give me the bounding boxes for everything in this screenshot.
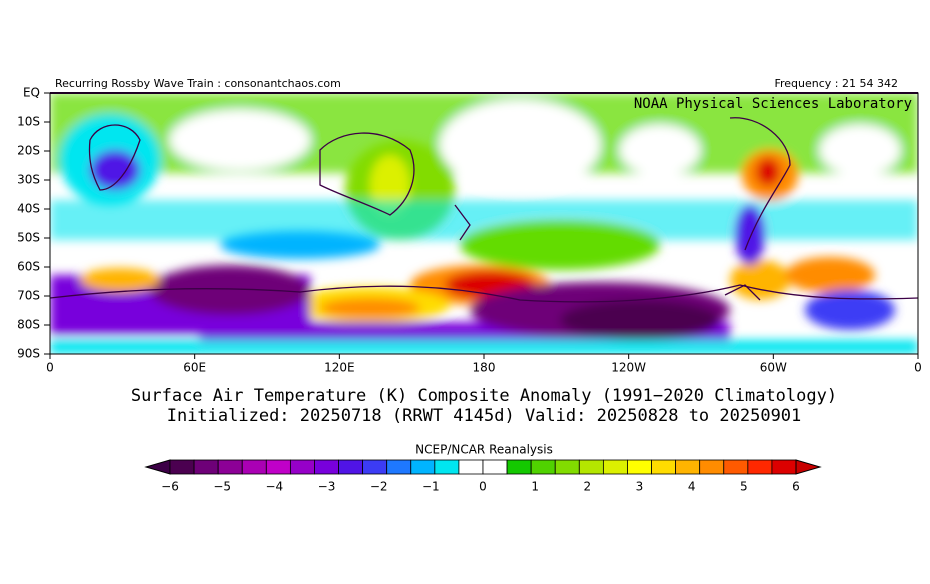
colorbar-label: 6 bbox=[792, 480, 800, 494]
lon-label: 180 bbox=[473, 361, 496, 375]
colorbar-label: −3 bbox=[318, 480, 336, 494]
colorbar-box bbox=[338, 459, 364, 475]
lat-label: 80S bbox=[17, 318, 40, 332]
lat-label: 30S bbox=[17, 173, 40, 187]
lat-label: 10S bbox=[17, 115, 40, 129]
colorbar-label: −4 bbox=[265, 480, 283, 494]
colorbar-box bbox=[193, 459, 219, 475]
colorbar-box bbox=[169, 459, 195, 475]
colorbar-box bbox=[675, 459, 701, 475]
colorbar-box bbox=[723, 459, 749, 475]
colorbar-box bbox=[410, 459, 436, 475]
lon-label: 120E bbox=[324, 361, 355, 375]
colorbar-box bbox=[578, 459, 604, 475]
colorbar-box bbox=[747, 459, 773, 475]
colorbar-box bbox=[314, 459, 339, 475]
colorbar-label: −2 bbox=[370, 480, 388, 494]
colorbar-box bbox=[530, 459, 556, 475]
colorbar-source: NCEP/NCAR Reanalysis bbox=[415, 443, 553, 457]
colorbar-box bbox=[771, 459, 797, 475]
lat-label: 50S bbox=[17, 231, 40, 245]
lat-label: 90S bbox=[17, 347, 40, 361]
colorbar-box bbox=[554, 459, 580, 475]
colorbar-box bbox=[217, 459, 243, 475]
lat-label: 70S bbox=[17, 289, 40, 303]
colorbar-label: −1 bbox=[422, 480, 440, 494]
colorbar-label: 3 bbox=[636, 480, 644, 494]
colorbar-label: 5 bbox=[740, 480, 748, 494]
lon-label: 0 bbox=[914, 361, 922, 375]
colorbar-box bbox=[386, 459, 412, 475]
colorbar-label: −6 bbox=[161, 480, 179, 494]
colorbar-box bbox=[241, 459, 267, 475]
colorbar-box bbox=[289, 459, 315, 475]
colorbar-box bbox=[265, 459, 291, 475]
header-right: Frequency : 21 54 342 bbox=[774, 77, 898, 90]
coastlines bbox=[50, 117, 918, 303]
colorbar-label: 1 bbox=[531, 480, 539, 494]
colorbar-box bbox=[627, 459, 652, 475]
lat-label: 40S bbox=[17, 202, 40, 216]
lon-label: 0 bbox=[46, 361, 54, 375]
header-left: Recurring Rossby Wave Train : consonantc… bbox=[55, 77, 341, 90]
colorbar-box bbox=[506, 459, 532, 475]
colorbar-box bbox=[482, 459, 508, 475]
colorbar-box bbox=[602, 459, 628, 475]
colorbar-box bbox=[434, 459, 460, 475]
lat-label: 60S bbox=[17, 260, 40, 274]
lon-label: 60W bbox=[760, 361, 787, 375]
lab-name: NOAA Physical Sciences Laboratory bbox=[634, 96, 912, 112]
colorbar-box bbox=[458, 459, 484, 475]
title-line2: Initialized: 20250718 (RRWT 4145d) Valid… bbox=[167, 406, 802, 426]
lat-label: EQ bbox=[23, 86, 40, 100]
colorbar-high bbox=[795, 459, 822, 475]
colorbar-box bbox=[699, 459, 725, 475]
colorbar-label: 2 bbox=[584, 480, 592, 494]
colorbar-label: −5 bbox=[213, 480, 231, 494]
lat-label: 20S bbox=[17, 144, 40, 158]
colorbar-box bbox=[651, 459, 677, 475]
title-line1: Surface Air Temperature (K) Composite An… bbox=[131, 386, 837, 406]
lon-label: 60E bbox=[183, 361, 206, 375]
colorbar-box bbox=[362, 459, 388, 475]
lon-label: 120W bbox=[611, 361, 646, 375]
colorbar-label: 0 bbox=[479, 480, 487, 494]
map-field bbox=[50, 93, 918, 354]
colorbar-low bbox=[144, 459, 171, 475]
colorbar-label: 4 bbox=[688, 480, 696, 494]
